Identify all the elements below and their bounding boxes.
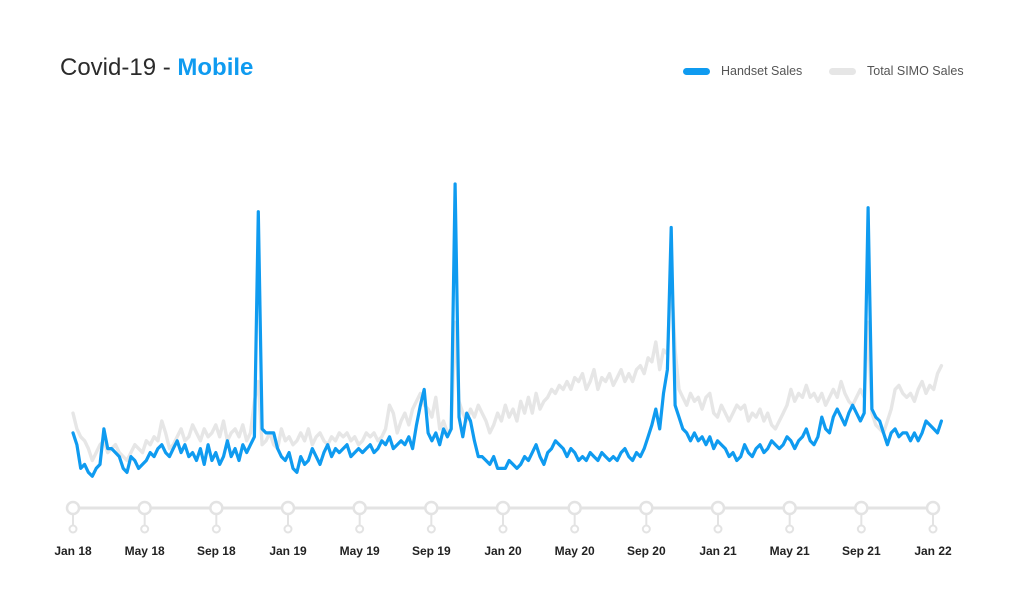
x-tick-node [854, 500, 869, 516]
x-tick-label: Jan 19 [269, 544, 307, 558]
x-tick-node [137, 500, 152, 516]
x-tick-dot [856, 524, 866, 534]
x-tick-label: Jan 21 [699, 544, 737, 558]
x-tick-node [639, 500, 654, 516]
legend-swatch-handset [683, 67, 710, 75]
x-axis: Jan 18 May 18 Sep 18 Jan 19 May 19 Sep 19 Jan … [54, 500, 952, 558]
x-tick-node [495, 500, 511, 516]
x-tick-node [782, 500, 797, 516]
x-tick-node [280, 500, 296, 516]
x-tick-dot [68, 524, 78, 534]
x-tick-dot [641, 524, 651, 534]
legend-swatch-simo [829, 67, 856, 75]
legend: Handset Sales Total SIMO Sales [0, 64, 1025, 80]
x-tick-dot [928, 524, 938, 534]
x-tick-label: Jan 22 [914, 544, 952, 558]
x-tick-label: May 21 [770, 544, 810, 558]
x-tick-label: May 18 [125, 544, 165, 558]
legend-label-simo: Total SIMO Sales [867, 64, 964, 78]
x-tick-dot [211, 524, 221, 534]
chart-title-accent: Mobile [177, 54, 254, 81]
x-tick-dot [140, 524, 150, 534]
legend-item-handset: Handset Sales [683, 64, 802, 78]
x-tick-dot [570, 524, 580, 534]
x-tick-label: Sep 20 [627, 544, 666, 558]
x-tick-dot [355, 524, 365, 534]
series-line-handset-sales [71, 182, 943, 478]
series-layer [71, 182, 944, 478]
x-tick-node [567, 500, 582, 516]
chart-title: Covid-19 - Mobile [60, 54, 253, 82]
x-tick-dot [498, 524, 508, 534]
series-line-total-simo-sales [71, 269, 944, 463]
x-tick-dot [785, 524, 795, 534]
chart-title-prefix: Covid-19 - [60, 54, 178, 81]
x-tick-dot [283, 524, 293, 534]
x-tick-node [710, 500, 726, 516]
x-tick-label: May 19 [340, 544, 380, 558]
legend-item-simo: Total SIMO Sales [829, 64, 964, 78]
x-tick-node [352, 500, 367, 516]
x-tick-node [424, 500, 439, 516]
x-tick-label: May 20 [555, 544, 595, 558]
x-tick-label: Sep 19 [412, 544, 451, 558]
x-tick-node [925, 500, 941, 516]
x-tick-label: Sep 21 [842, 544, 881, 558]
x-tick-node [65, 500, 81, 516]
x-tick-dot [713, 524, 723, 534]
x-tick-label: Sep 18 [197, 544, 236, 558]
legend-label-handset: Handset Sales [721, 64, 803, 78]
x-tick-label: Jan 18 [54, 544, 92, 558]
x-tick-node [209, 500, 224, 516]
x-tick-label: Jan 20 [484, 544, 522, 558]
x-tick-dot [426, 524, 436, 534]
